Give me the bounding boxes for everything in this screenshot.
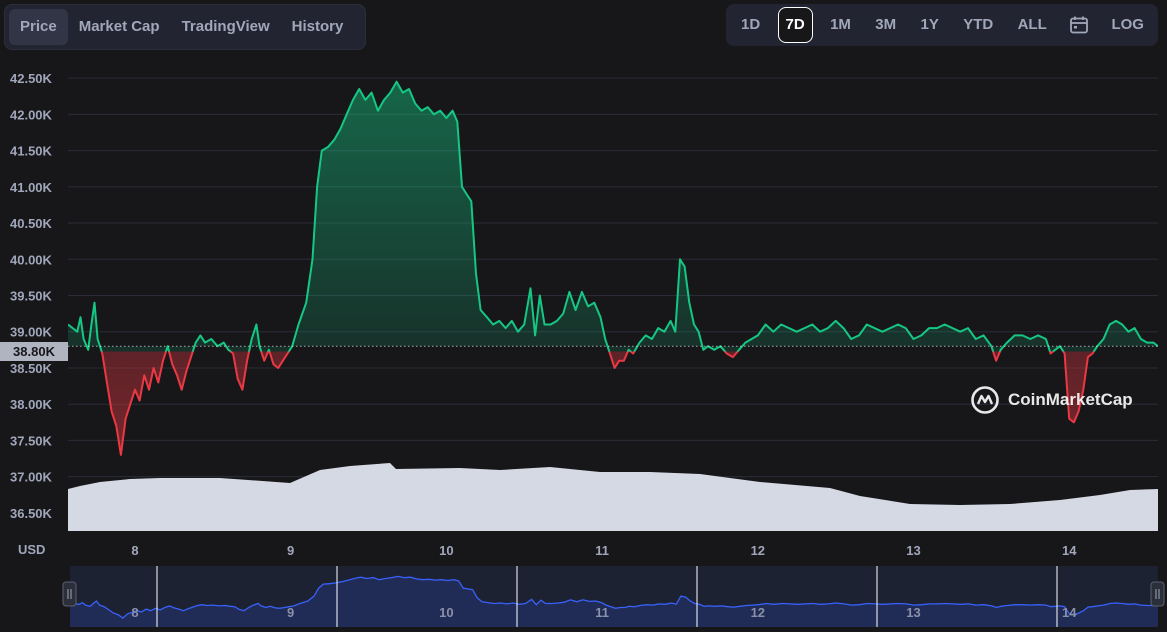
navigator-left-handle[interactable] bbox=[62, 581, 77, 607]
y-tick-label: 40.00K bbox=[10, 252, 53, 267]
calendar-icon[interactable] bbox=[1064, 7, 1094, 43]
volume-bars bbox=[68, 463, 1158, 531]
tab-tradingview[interactable]: TradingView bbox=[181, 18, 270, 35]
range-navigator[interactable]: 8 9 10 11 12 13 14 bbox=[62, 566, 1165, 627]
navigator-tick-label: 9 bbox=[287, 605, 294, 620]
y-tick-label: 38.00K bbox=[10, 397, 53, 412]
y-tick-label: 38.50K bbox=[10, 361, 53, 376]
navigator-area bbox=[70, 576, 1158, 627]
navigator-tick-label: 14 bbox=[1062, 605, 1077, 620]
y-tick-label: 39.00K bbox=[10, 325, 53, 340]
range-all-button[interactable]: ALL bbox=[1017, 16, 1047, 33]
x-tick-label: 8 bbox=[131, 543, 138, 558]
navigator-tick-label: 10 bbox=[439, 605, 453, 620]
y-tick-label: 41.00K bbox=[10, 180, 53, 195]
range-1y-button[interactable]: 1Y bbox=[920, 16, 939, 33]
navigator-line bbox=[69, 575, 1159, 619]
y-axis: 36.50K 37.00K 37.50K 38.00K 38.50K 39.00K 39.5… bbox=[10, 71, 53, 521]
y-tick-label: 37.00K bbox=[10, 470, 53, 485]
time-range-selector: 1D 7D 1M 3M 1Y YTD ALL LOG bbox=[726, 4, 1158, 46]
coinmarketcap-logo-icon bbox=[971, 386, 999, 414]
price-line-above bbox=[68, 80, 1158, 352]
navigator-tick-label: 13 bbox=[906, 605, 920, 620]
tab-price[interactable]: Price bbox=[9, 9, 68, 45]
navigator-tick-label: 11 bbox=[595, 605, 609, 620]
watermark-text: CoinMarketCap bbox=[1008, 390, 1133, 409]
x-tick-label: 12 bbox=[751, 543, 765, 558]
x-tick-label: 9 bbox=[287, 543, 294, 558]
price-series bbox=[68, 80, 1158, 456]
x-tick-label: 10 bbox=[439, 543, 453, 558]
currency-label: USD bbox=[18, 542, 46, 557]
tab-history[interactable]: History bbox=[291, 18, 344, 35]
range-3m-button[interactable]: 3M bbox=[875, 16, 897, 33]
coinmarketcap-watermark: CoinMarketCap bbox=[970, 385, 1133, 415]
area-fill-above bbox=[68, 81, 1158, 352]
y-tick-label: 41.50K bbox=[10, 144, 53, 159]
range-7d-button[interactable]: 7D bbox=[777, 7, 813, 43]
navigator-right-handle[interactable] bbox=[1150, 581, 1165, 607]
current-price-label: 38.80K bbox=[0, 342, 68, 361]
range-1d-button[interactable]: 1D bbox=[741, 16, 761, 33]
navigator-tick-label: 12 bbox=[751, 605, 765, 620]
range-ytd-button[interactable]: YTD bbox=[963, 16, 994, 33]
chart-type-tabs: Price Market Cap TradingView History bbox=[4, 4, 366, 50]
y-tick-label: 40.50K bbox=[10, 216, 53, 231]
volume-area bbox=[68, 463, 1158, 531]
y-tick-label: 39.50K bbox=[10, 289, 53, 304]
y-tick-label: 36.50K bbox=[10, 506, 53, 521]
y-tick-label: 37.50K bbox=[10, 433, 53, 448]
tab-market-cap[interactable]: Market Cap bbox=[78, 18, 160, 35]
y-tick-label: 42.50K bbox=[10, 71, 53, 86]
x-tick-label: 11 bbox=[595, 543, 609, 558]
navigator-background bbox=[70, 566, 1158, 627]
y-tick-label: 42.00K bbox=[10, 107, 53, 122]
chart-grid bbox=[68, 77, 1158, 514]
log-scale-button[interactable]: LOG bbox=[1111, 16, 1144, 33]
navigator-tick-label: 8 bbox=[131, 605, 138, 620]
x-axis: 8 9 10 11 12 13 14 bbox=[131, 543, 1077, 558]
x-tick-label: 13 bbox=[906, 543, 920, 558]
range-1m-button[interactable]: 1M bbox=[830, 16, 851, 33]
x-tick-label: 14 bbox=[1062, 543, 1077, 558]
